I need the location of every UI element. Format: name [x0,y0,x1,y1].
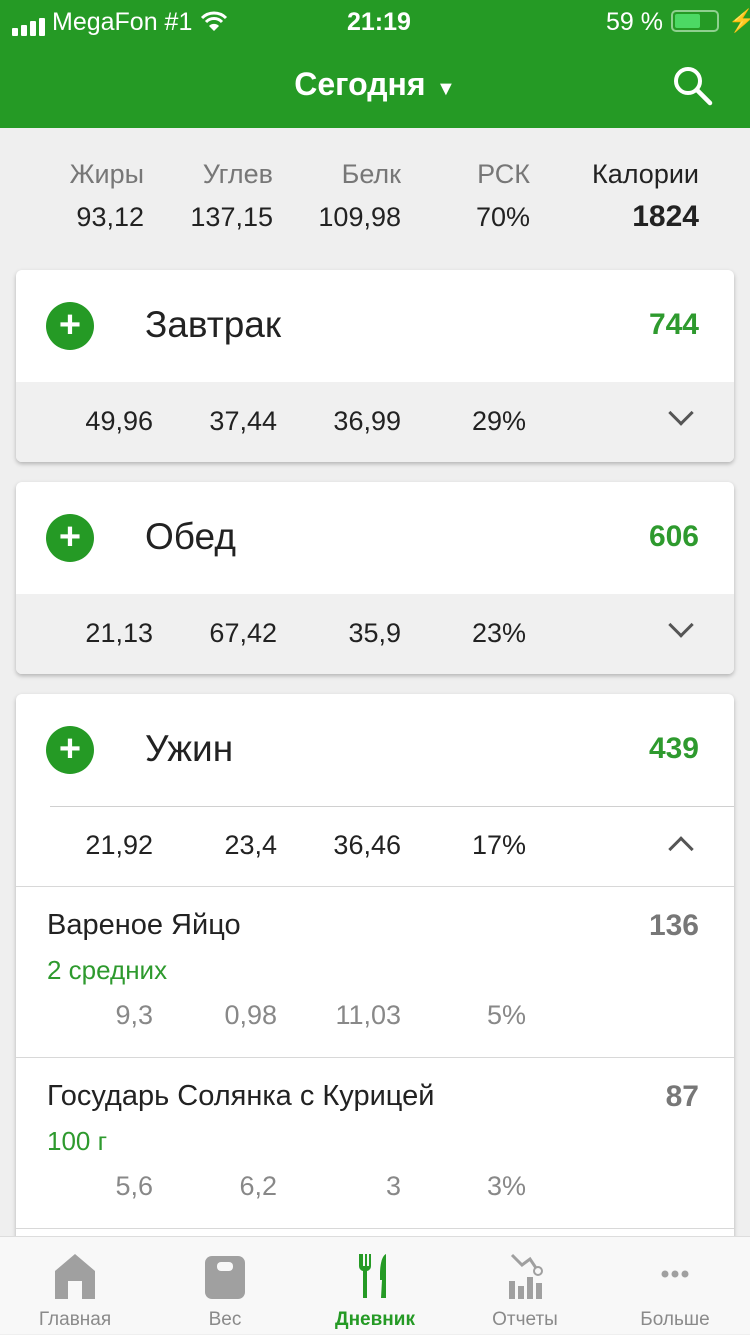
battery-icon [671,10,719,32]
meal-macros-row[interactable]: 21,92 23,4 36,46 17% [16,806,734,886]
fat-value: 9,3 [115,1000,153,1030]
food-calories: 136 [648,909,699,942]
date-title: Сегодня [294,66,426,102]
food-name: Государь Солянка с Курицей [47,1080,435,1112]
fat-value: 93,12 [76,202,144,232]
rdi-value: 5% [486,1000,526,1030]
divider [50,806,734,807]
meal-calories: 439 [648,732,699,765]
fat-value: 49,96 [85,406,153,436]
carbs-value: 137,15 [190,202,273,232]
protein-value: 11,03 [335,1000,401,1030]
clock: 21:19 [347,8,411,36]
meal-calories: 744 [648,308,699,341]
chevron-down-icon[interactable] [668,400,694,426]
scale-icon [205,1256,245,1299]
tab-label: Дневник [335,1309,415,1330]
tab-bar: Главная Вес Дневник Отчеты Больше [0,1236,750,1334]
carbs-value: 6,2 [239,1171,277,1201]
fat-label: Жиры [69,159,144,189]
meal-card-lunch: + Обед 606 21,13 67,42 35,9 23% [16,482,734,674]
battery-percent: 59 % [606,8,663,36]
carbs-value: 23,4 [224,830,277,860]
chevron-up-icon[interactable] [668,836,694,862]
protein-value: 3 [385,1171,401,1201]
add-food-button[interactable]: + [46,514,94,562]
protein-value: 36,99 [333,406,401,436]
rdi-value: 23% [471,618,526,648]
food-item[interactable] [16,1228,734,1314]
rdi-label: РСК [477,159,530,189]
carrier: MegaFon #1 [52,8,193,36]
chart-icon [509,1253,543,1299]
food-name: Вареное Яйцо [47,909,241,941]
protein-label: Белк [341,159,401,189]
date-selector[interactable]: Сегодня ▼ [0,66,750,103]
food-item[interactable]: Государь Солянка с Курицей 87 100 г 5,6 … [16,1057,734,1228]
chevron-down-icon[interactable] [668,612,694,638]
rdi-value: 70% [475,202,530,232]
meal-macros-row[interactable]: 49,96 37,44 36,99 29% [16,382,734,462]
food-calories: 87 [665,1080,699,1113]
search-icon[interactable] [672,66,714,111]
tab-diary[interactable]: Дневник [300,1237,450,1335]
rdi-value: 3% [486,1171,526,1201]
food-serving: 2 средних [47,955,168,985]
meal-card-breakfast: + Завтрак 744 49,96 37,44 36,99 29% [16,270,734,462]
top-bar: MegaFon #1 21:19 59 % ⚡ Сегодня ▼ [0,0,750,128]
add-food-button[interactable]: + [46,302,94,350]
meal-title: Завтрак [145,304,282,345]
tab-label: Вес [208,1309,242,1330]
protein-value: 109,98 [318,202,401,232]
charging-icon: ⚡ [728,8,750,33]
tab-home[interactable]: Главная [0,1237,150,1335]
more-icon [661,1270,689,1278]
carbs-label: Углев [202,159,273,189]
tab-reports[interactable]: Отчеты [450,1237,600,1335]
protein-value: 36,46 [333,830,401,860]
wifi-icon [200,10,228,37]
carbs-value: 0,98 [224,1000,277,1030]
food-item[interactable]: Вареное Яйцо 136 2 средних 9,3 0,98 11,0… [16,886,734,1057]
home-icon [55,1254,95,1299]
fork-knife-icon [358,1254,386,1298]
meal-title: Обед [145,516,236,557]
meal-macros-row[interactable]: 21,13 67,42 35,9 23% [16,594,734,674]
rdi-value: 17% [471,830,526,860]
carbs-value: 37,44 [209,406,277,436]
calories-value: 1824 [632,200,699,233]
meal-card-dinner: + Ужин 439 21,92 23,4 36,46 17% Вареное … [16,694,734,1314]
tab-label: Больше [640,1309,710,1330]
carbs-value: 67,42 [209,618,277,648]
protein-value: 35,9 [348,618,401,648]
rdi-value: 29% [471,406,526,436]
tab-weight[interactable]: Вес [150,1237,300,1335]
caret-down-icon: ▼ [435,78,456,100]
signal-icon [12,14,48,43]
tab-more[interactable]: Больше [600,1237,750,1335]
tab-label: Главная [38,1309,112,1330]
tab-label: Отчеты [492,1309,558,1330]
meal-title: Ужин [145,728,234,769]
fat-value: 5,6 [115,1171,153,1201]
calories-label: Калории [592,159,699,189]
fat-value: 21,92 [85,830,153,860]
food-serving: 100 г [47,1126,108,1156]
add-food-button[interactable]: + [46,726,94,774]
meal-calories: 606 [648,520,699,553]
fat-value: 21,13 [85,618,153,648]
